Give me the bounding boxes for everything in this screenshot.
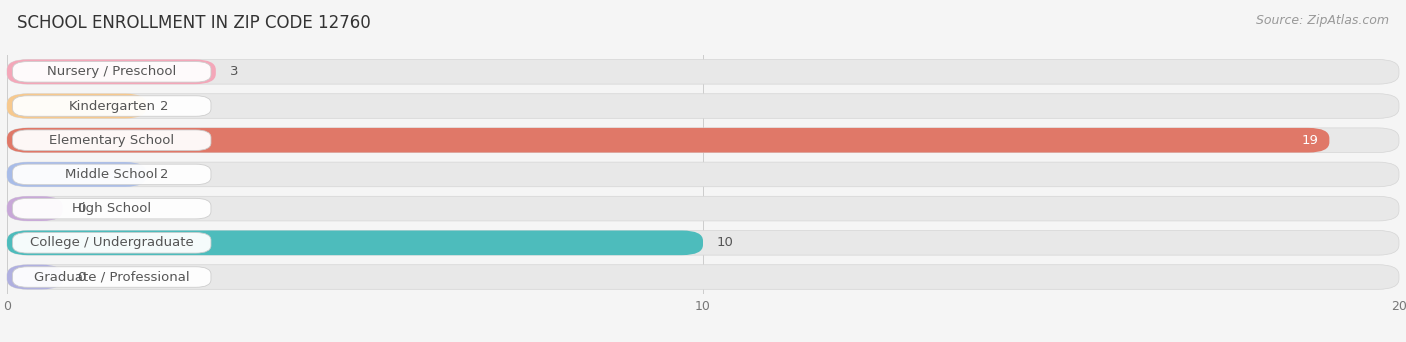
FancyBboxPatch shape [13,62,211,82]
FancyBboxPatch shape [7,128,1399,153]
Text: Source: ZipAtlas.com: Source: ZipAtlas.com [1256,14,1389,27]
Text: 10: 10 [717,236,734,249]
FancyBboxPatch shape [7,128,1330,153]
Text: 0: 0 [77,271,84,284]
FancyBboxPatch shape [13,233,211,253]
FancyBboxPatch shape [13,198,211,219]
FancyBboxPatch shape [7,60,1399,84]
Text: Kindergarten: Kindergarten [69,100,155,113]
Text: SCHOOL ENROLLMENT IN ZIP CODE 12760: SCHOOL ENROLLMENT IN ZIP CODE 12760 [17,14,371,32]
FancyBboxPatch shape [7,196,63,221]
FancyBboxPatch shape [7,265,63,289]
FancyBboxPatch shape [13,130,211,150]
Text: 2: 2 [160,100,169,113]
Text: 3: 3 [229,65,238,78]
Text: 0: 0 [77,202,84,215]
Text: Nursery / Preschool: Nursery / Preschool [48,65,176,78]
Text: 19: 19 [1302,134,1319,147]
FancyBboxPatch shape [7,231,703,255]
FancyBboxPatch shape [7,60,217,84]
Text: 2: 2 [160,168,169,181]
FancyBboxPatch shape [7,265,1399,289]
FancyBboxPatch shape [7,162,146,187]
Text: High School: High School [72,202,152,215]
FancyBboxPatch shape [7,231,1399,255]
FancyBboxPatch shape [13,164,211,185]
Text: Elementary School: Elementary School [49,134,174,147]
FancyBboxPatch shape [13,96,211,116]
FancyBboxPatch shape [7,196,1399,221]
FancyBboxPatch shape [7,94,1399,118]
Text: College / Undergraduate: College / Undergraduate [30,236,194,249]
Text: Graduate / Professional: Graduate / Professional [34,271,190,284]
FancyBboxPatch shape [7,162,1399,187]
FancyBboxPatch shape [13,267,211,287]
Text: Middle School: Middle School [66,168,157,181]
FancyBboxPatch shape [7,94,146,118]
